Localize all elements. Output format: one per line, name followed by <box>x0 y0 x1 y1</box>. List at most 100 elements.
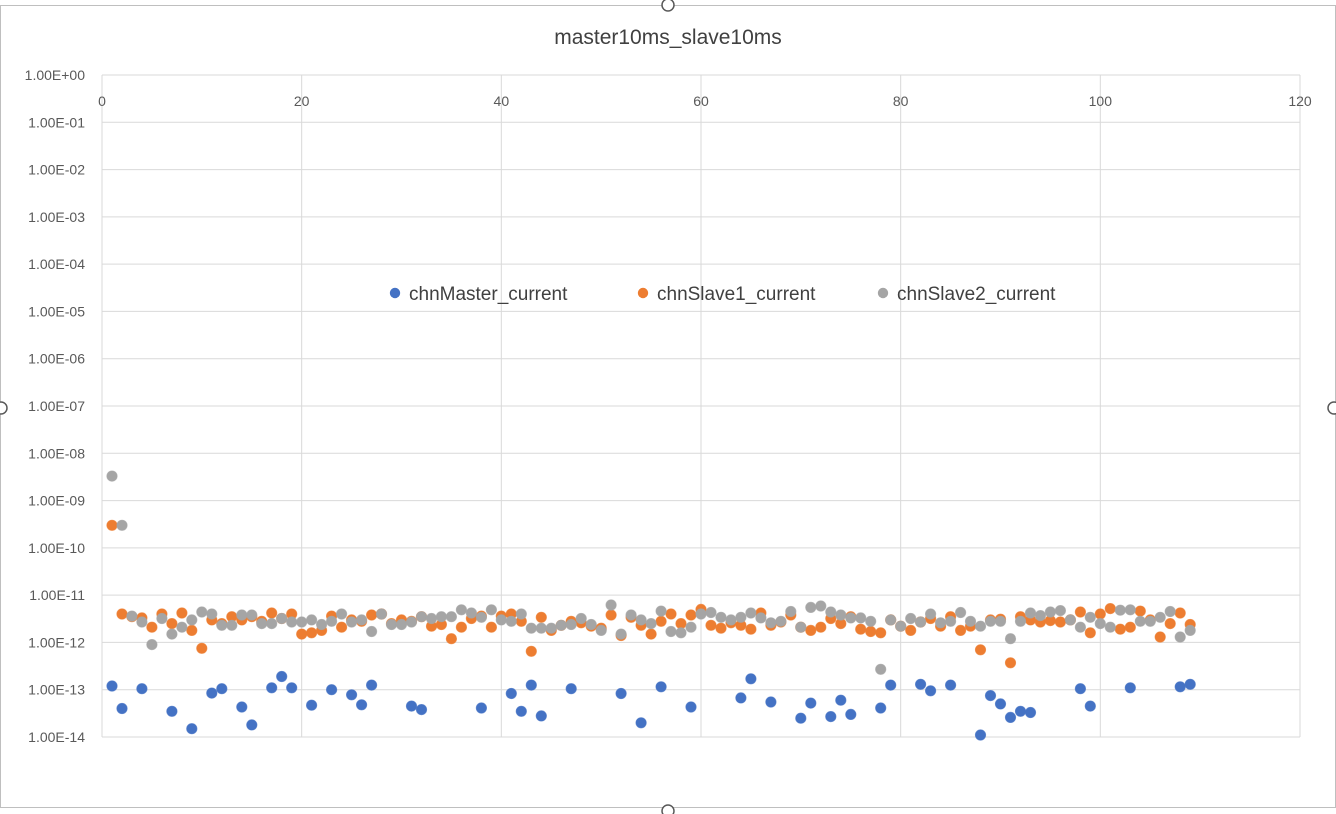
data-point <box>325 684 338 696</box>
data-point <box>415 611 428 623</box>
data-point <box>685 701 697 713</box>
data-point <box>475 611 487 623</box>
data-point <box>315 618 328 631</box>
data-point <box>1004 711 1017 724</box>
data-point <box>575 612 587 625</box>
data-point <box>525 645 537 657</box>
data-point <box>905 612 917 625</box>
data-point <box>266 682 278 694</box>
data-point <box>1134 615 1146 627</box>
data-point <box>286 682 298 694</box>
data-point <box>455 621 467 633</box>
legend-entry[interactable]: chnMaster_current <box>389 284 568 305</box>
legend-entry[interactable]: chnSlave2_current <box>877 284 1056 305</box>
data-point <box>475 702 487 714</box>
data-point <box>276 670 288 683</box>
data-point <box>1024 607 1037 619</box>
data-point <box>745 623 757 635</box>
data-point <box>994 615 1007 627</box>
data-point <box>1124 604 1136 616</box>
data-point <box>735 611 747 623</box>
data-point <box>435 611 447 623</box>
data-point <box>116 702 128 715</box>
series-0 <box>106 670 1196 741</box>
data-point <box>365 679 378 691</box>
data-point <box>146 621 158 633</box>
data-point <box>305 627 318 639</box>
data-point <box>565 683 577 695</box>
data-point <box>924 608 937 620</box>
data-point <box>1074 683 1087 695</box>
data-point <box>335 621 348 633</box>
data-point <box>1174 607 1186 619</box>
legend-entry[interactable]: chnSlave1_current <box>637 284 816 305</box>
data-point <box>1014 615 1027 627</box>
data-point <box>974 644 987 656</box>
data-point <box>305 699 318 711</box>
data-point <box>505 615 517 627</box>
data-point <box>246 609 258 621</box>
data-point <box>296 628 308 640</box>
data-point <box>186 624 198 637</box>
legend[interactable]: chnMaster_current chnSlave1_current chnSla… <box>389 284 1056 305</box>
legend-marker <box>877 287 889 299</box>
data-point <box>196 606 208 618</box>
data-point <box>974 620 987 632</box>
data-point <box>885 679 897 691</box>
y-tick-label: 1.00E-05 <box>28 303 85 319</box>
resize-handle-top[interactable] <box>661 0 675 12</box>
data-point <box>395 618 408 631</box>
data-point <box>875 663 887 675</box>
data-point <box>545 622 557 634</box>
data-point <box>256 617 268 630</box>
data-point <box>246 719 258 731</box>
data-point <box>1084 700 1096 712</box>
x-tick-label: 0 <box>98 93 106 109</box>
x-tick-label: 40 <box>494 93 510 109</box>
data-point <box>725 614 737 626</box>
data-point <box>715 622 727 634</box>
data-point <box>325 615 338 627</box>
y-tick-label: 1.00E-03 <box>28 209 85 225</box>
data-point <box>755 612 767 624</box>
data-point <box>924 685 937 697</box>
data-point <box>365 625 378 638</box>
data-point <box>605 599 617 611</box>
data-point <box>495 614 507 626</box>
data-point <box>994 698 1007 710</box>
y-tick-label: 1.00E-04 <box>28 256 85 272</box>
data-point <box>166 617 178 630</box>
data-point <box>405 616 418 628</box>
data-point <box>206 687 218 699</box>
data-point <box>1084 627 1096 639</box>
data-point <box>1184 624 1196 637</box>
data-point <box>1074 621 1087 633</box>
data-point <box>685 609 697 621</box>
y-tick-label: 1.00E-06 <box>28 351 85 367</box>
data-point <box>905 624 917 637</box>
data-point <box>835 694 847 706</box>
data-point <box>156 612 168 625</box>
data-point <box>535 622 547 634</box>
data-point <box>136 683 148 695</box>
data-point <box>166 705 178 717</box>
data-point <box>1034 609 1047 622</box>
data-point <box>875 627 887 639</box>
x-axis-tick-labels: 0 20 40 60 80 100 120 <box>98 93 1312 109</box>
legend-marker <box>389 287 401 299</box>
resize-handle-left[interactable] <box>0 401 8 415</box>
data-point <box>365 609 378 621</box>
data-point <box>585 618 597 631</box>
resize-handle-right[interactable] <box>1327 401 1336 415</box>
data-point <box>705 619 717 631</box>
data-point <box>964 615 977 627</box>
data-point <box>1054 616 1067 628</box>
data-point <box>645 628 657 640</box>
resize-handle-bottom[interactable] <box>661 804 675 814</box>
data-point <box>954 606 967 619</box>
data-point <box>665 608 677 620</box>
plot-points <box>106 470 1196 741</box>
data-point <box>1104 621 1116 633</box>
data-point <box>535 710 547 722</box>
